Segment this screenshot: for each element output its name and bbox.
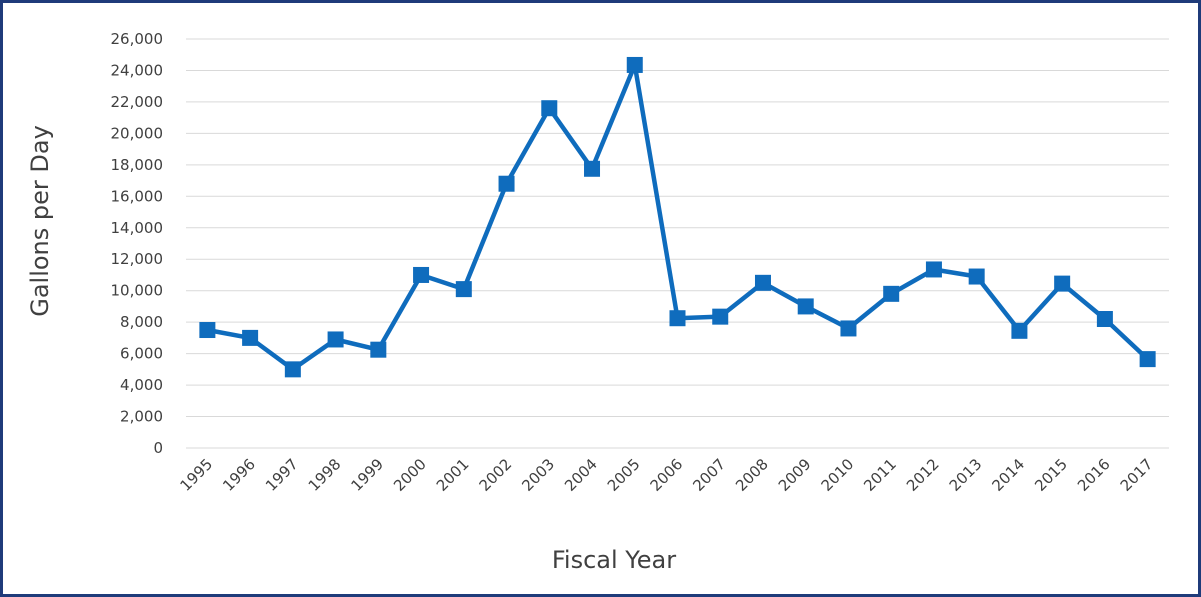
data-point-marker [669,310,686,327]
y-tick-label: 20,000 [111,124,164,142]
x-tick-label: 2007 [689,455,729,495]
data-point-marker [370,341,387,358]
y-axis-ticks: 0 2,000 4,000 6,000 8,000 10,000 12,000 14,000 1… [111,30,164,457]
data-point-marker [327,331,344,348]
x-tick-label: 1998 [305,455,345,495]
x-tick-label: 2006 [647,455,687,495]
y-tick-label: 4,000 [120,376,163,394]
data-point-marker [925,261,942,278]
data-point-marker [754,274,771,291]
x-tick-label: 2003 [518,455,558,495]
y-tick-label: 16,000 [111,187,164,205]
x-tick-label: 2013 [946,455,986,495]
data-point-marker [1096,311,1113,328]
x-tick-label: 1999 [347,455,387,495]
data-point-marker [626,56,643,73]
data-point-marker [541,100,558,117]
data-point-marker [1054,275,1071,292]
x-tick-label: 2011 [860,455,900,495]
x-tick-label: 2004 [561,455,601,495]
data-point-marker [797,298,814,315]
x-tick-label: 2008 [732,455,772,495]
x-axis-ticks: 1995 1996 1997 1998 1999 2000 2001 2002 2003 2004… [176,455,1156,495]
y-tick-label: 0 [153,439,163,457]
x-tick-label: 2017 [1117,455,1157,495]
data-point-marker [242,329,259,346]
data-point-marker [455,281,472,298]
data-point-marker [413,266,430,283]
x-tick-label: 2000 [390,455,430,495]
y-tick-label: 12,000 [111,250,164,268]
data-point-marker [712,308,729,325]
x-tick-label: 2010 [818,455,858,495]
data-point-marker [840,320,857,337]
series-markers [199,56,1156,378]
x-tick-label: 2009 [775,455,815,495]
x-tick-label: 1997 [262,455,302,495]
line-chart: 0 2,000 4,000 6,000 8,000 10,000 12,000 14,000 1… [26,30,1169,574]
x-tick-label: 2012 [903,455,943,495]
data-point-marker [199,322,216,339]
y-tick-label: 18,000 [111,156,164,174]
data-point-marker [968,268,985,285]
x-tick-label: 2016 [1074,455,1114,495]
y-tick-label: 10,000 [111,282,164,300]
x-tick-label: 2015 [1031,455,1071,495]
x-tick-label: 1995 [176,455,216,495]
y-tick-label: 6,000 [120,345,163,363]
gridlines [186,38,1169,449]
data-point-marker [1011,322,1028,339]
x-tick-label: 1996 [219,455,259,495]
y-tick-label: 8,000 [120,313,163,331]
y-tick-label: 2,000 [120,408,163,426]
y-tick-label: 26,000 [111,30,164,48]
data-point-marker [883,285,900,302]
x-axis-title: Fiscal Year [552,546,676,574]
x-tick-label: 2014 [989,455,1029,495]
x-tick-label: 2005 [604,455,644,495]
y-tick-label: 24,000 [111,61,164,79]
data-point-marker [284,361,301,378]
data-point-marker [498,175,515,192]
y-tick-label: 22,000 [111,93,164,111]
x-tick-label: 2002 [476,455,516,495]
y-axis-title: Gallons per Day [26,125,54,317]
data-point-marker [584,160,601,177]
y-tick-label: 14,000 [111,219,164,237]
data-point-marker [1139,351,1156,368]
x-tick-label: 2001 [433,455,473,495]
